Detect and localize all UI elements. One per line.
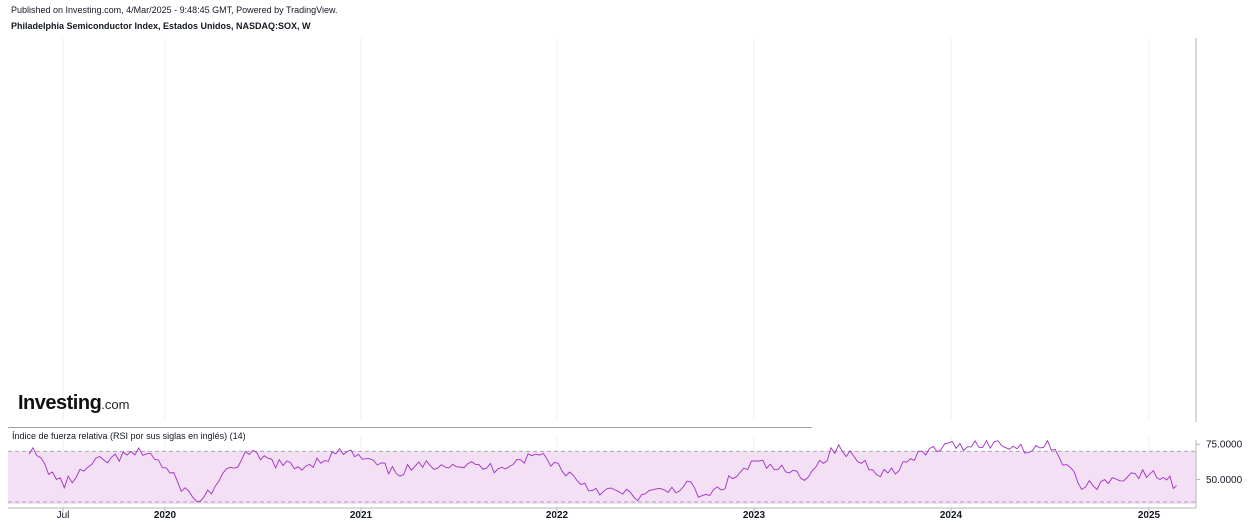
published-line: Published on Investing.com, 4/Mar/2025 -… — [11, 5, 338, 15]
investing-logo: Investing.com — [18, 392, 130, 414]
instrument-title: Philadelphia Semiconductor Index, Estado… — [11, 21, 311, 31]
time-tick-label: 2021 — [350, 510, 373, 521]
time-tick-label: 2022 — [546, 510, 569, 521]
rsi-panel-title: Índice de fuerza relativa (RSI por sus s… — [12, 431, 246, 441]
rsi-title-divider — [8, 427, 812, 428]
rsi-tick-label: 50.0000 — [1206, 475, 1243, 486]
time-tick-label: 2024 — [940, 510, 963, 521]
time-tick-label: 2025 — [1138, 510, 1161, 521]
rsi-band — [8, 451, 1196, 504]
time-tick-label: 2023 — [743, 510, 766, 521]
rsi-tick-label: 75.0000 — [1206, 440, 1243, 451]
rsi-line — [28, 439, 1177, 502]
time-tick-label: Jul — [57, 510, 70, 521]
time-tick-label: 2020 — [154, 510, 177, 521]
